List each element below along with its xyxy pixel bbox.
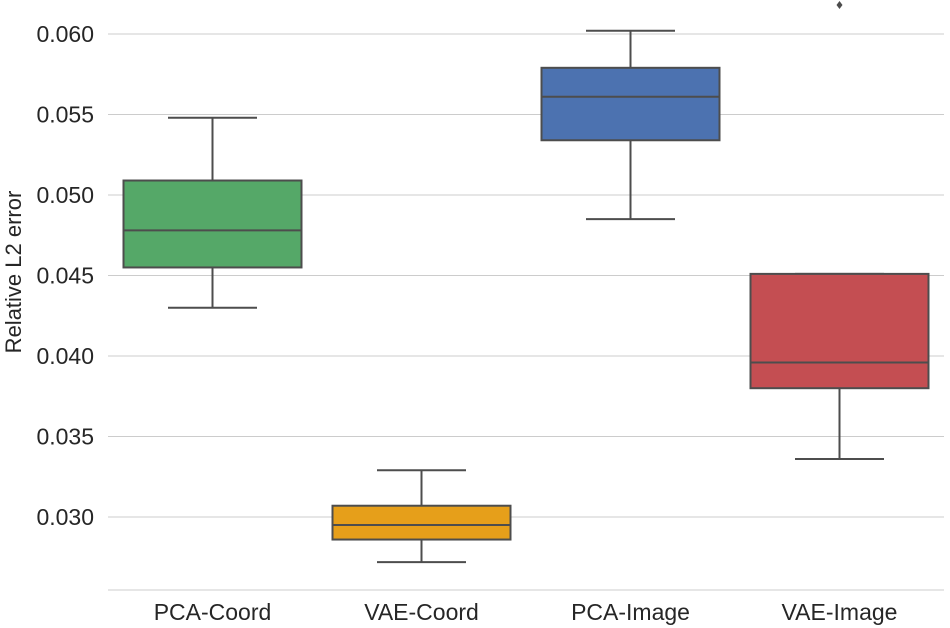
- x-tick-label: VAE-Coord: [364, 599, 479, 625]
- y-tick-labels: 0.030 0.035 0.040 0.045 0.050 0.055 0.060: [36, 21, 94, 530]
- box-iqr: [749, 272, 930, 390]
- y-tick-label: 0.045: [36, 263, 94, 289]
- y-tick-label: 0.060: [36, 21, 94, 47]
- x-tick-labels: PCA-Coord VAE-Coord PCA-Image VAE-Image: [154, 599, 898, 625]
- y-tick-label: 0.035: [36, 424, 94, 450]
- y-tick-label: 0.050: [36, 182, 94, 208]
- outlier-point: [836, 1, 843, 10]
- box-vae-image: [749, 1, 930, 461]
- box-iqr: [331, 504, 512, 541]
- y-tick-label: 0.040: [36, 343, 94, 369]
- x-tick-label: PCA-Coord: [154, 599, 272, 625]
- y-axis-label: Relative L2 error: [1, 191, 26, 354]
- boxes: [122, 1, 930, 564]
- box-pca-image: [540, 29, 721, 221]
- x-tick-label: VAE-Image: [782, 599, 898, 625]
- y-tick-label: 0.030: [36, 504, 94, 530]
- box-iqr: [122, 179, 303, 269]
- box-iqr: [540, 66, 721, 142]
- x-tick-label: PCA-Image: [571, 599, 690, 625]
- box-pca-coord: [122, 116, 303, 309]
- y-tick-label: 0.055: [36, 102, 94, 128]
- box-vae-coord: [331, 469, 512, 564]
